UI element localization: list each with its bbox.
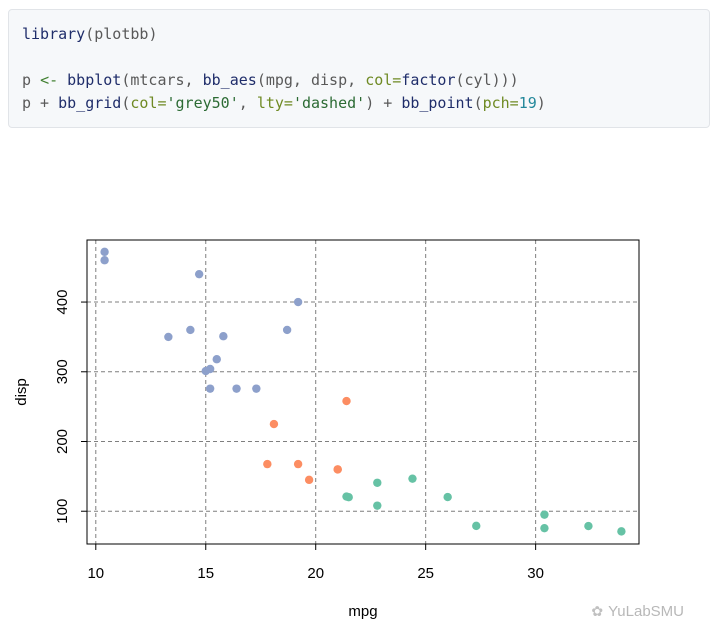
data-point bbox=[232, 384, 241, 393]
data-point bbox=[443, 492, 452, 502]
code-token: + bbox=[374, 94, 402, 112]
code-token: bb_grid bbox=[58, 94, 122, 112]
code-token: + bbox=[31, 94, 59, 112]
data-point bbox=[373, 501, 382, 510]
code-token: (mpg, disp, bbox=[256, 71, 366, 89]
data-point bbox=[342, 492, 351, 501]
code-line-1: library(plotbb) bbox=[22, 23, 709, 46]
data-point bbox=[282, 325, 292, 335]
code-token: col= bbox=[130, 94, 167, 112]
data-point bbox=[100, 256, 109, 265]
data-point bbox=[333, 465, 342, 474]
code-token: ( bbox=[121, 94, 131, 112]
x-tick-label: 20 bbox=[307, 565, 324, 582]
code-token: library bbox=[22, 25, 86, 43]
code-token: ) bbox=[365, 94, 375, 112]
data-point bbox=[186, 325, 195, 335]
x-axis-label: mpg bbox=[348, 603, 377, 620]
x-tick-label: 25 bbox=[417, 565, 434, 582]
scatter-plot: 10 15 20 25 30 100 200 300 400 mpg disp bbox=[13, 239, 640, 620]
code-token: ) bbox=[148, 25, 158, 43]
code-token: (mtcars, bbox=[121, 71, 203, 89]
code-token: 'grey50' bbox=[166, 94, 239, 112]
wechat-icon: ✿ bbox=[591, 603, 604, 619]
code-token: col= bbox=[365, 71, 402, 89]
code-block: library(plotbb) p <- bbplot(mtcars, bb_a… bbox=[8, 9, 710, 128]
data-point bbox=[252, 384, 261, 393]
x-tick-label: 15 bbox=[197, 565, 214, 582]
y-axis-label: disp bbox=[13, 378, 30, 406]
code-token: ( bbox=[473, 94, 483, 112]
data-point bbox=[540, 523, 549, 533]
code-blank-line bbox=[22, 46, 709, 69]
code-token: ) bbox=[536, 94, 546, 112]
data-point bbox=[201, 366, 210, 376]
axes: 10 15 20 25 30 100 200 300 400 bbox=[54, 290, 544, 582]
plot-frame bbox=[86, 239, 640, 545]
code-token: bb_point bbox=[401, 94, 474, 112]
watermark-text: YuLabSMU bbox=[608, 603, 684, 620]
data-point bbox=[304, 475, 314, 485]
code-token: 'dashed' bbox=[292, 94, 366, 112]
code-token: factor bbox=[401, 71, 456, 89]
code-line-2: p <- bbplot(mtcars, bb_aes(mpg, disp, co… bbox=[22, 69, 709, 92]
watermark: ✿ YuLabSMU bbox=[591, 603, 684, 620]
code-token: bbplot bbox=[67, 71, 122, 89]
data-point bbox=[408, 474, 417, 483]
data-point bbox=[293, 297, 303, 307]
y-tick-label: 300 bbox=[54, 359, 71, 384]
code-line-3: p + bb_grid(col='grey50', lty='dashed') … bbox=[22, 92, 709, 115]
x-tick-label: 30 bbox=[527, 565, 544, 582]
code-token: plotbb bbox=[94, 25, 149, 43]
data-point bbox=[263, 459, 272, 469]
data-point bbox=[269, 419, 279, 429]
code-token: 19 bbox=[518, 94, 537, 112]
data-point bbox=[205, 384, 215, 393]
grid-lines bbox=[87, 240, 639, 544]
code-token: bb_aes bbox=[202, 71, 257, 89]
data-point bbox=[373, 478, 382, 487]
data-point bbox=[342, 396, 351, 406]
x-tick-label: 10 bbox=[87, 565, 104, 582]
code-token: lty= bbox=[256, 94, 293, 112]
code-token: pch= bbox=[482, 94, 519, 112]
data-point bbox=[540, 510, 549, 519]
code-token: p bbox=[22, 94, 32, 112]
data-point bbox=[617, 527, 626, 536]
code-token: , bbox=[238, 94, 257, 112]
data-point bbox=[194, 269, 204, 279]
code-token: <- bbox=[40, 71, 59, 89]
code-token: p bbox=[22, 71, 32, 89]
data-point bbox=[212, 355, 221, 364]
code-token: ( bbox=[85, 25, 95, 43]
y-tick-label: 400 bbox=[54, 290, 71, 315]
data-point bbox=[219, 332, 228, 341]
data-point bbox=[472, 521, 481, 531]
y-tick-label: 200 bbox=[54, 429, 71, 454]
data-point bbox=[293, 459, 303, 469]
data-point bbox=[164, 332, 173, 342]
data-point bbox=[100, 247, 109, 257]
data-point bbox=[584, 521, 593, 531]
y-tick-label: 100 bbox=[54, 499, 71, 524]
code-token: (cyl))) bbox=[455, 71, 519, 89]
data-points bbox=[100, 247, 626, 536]
